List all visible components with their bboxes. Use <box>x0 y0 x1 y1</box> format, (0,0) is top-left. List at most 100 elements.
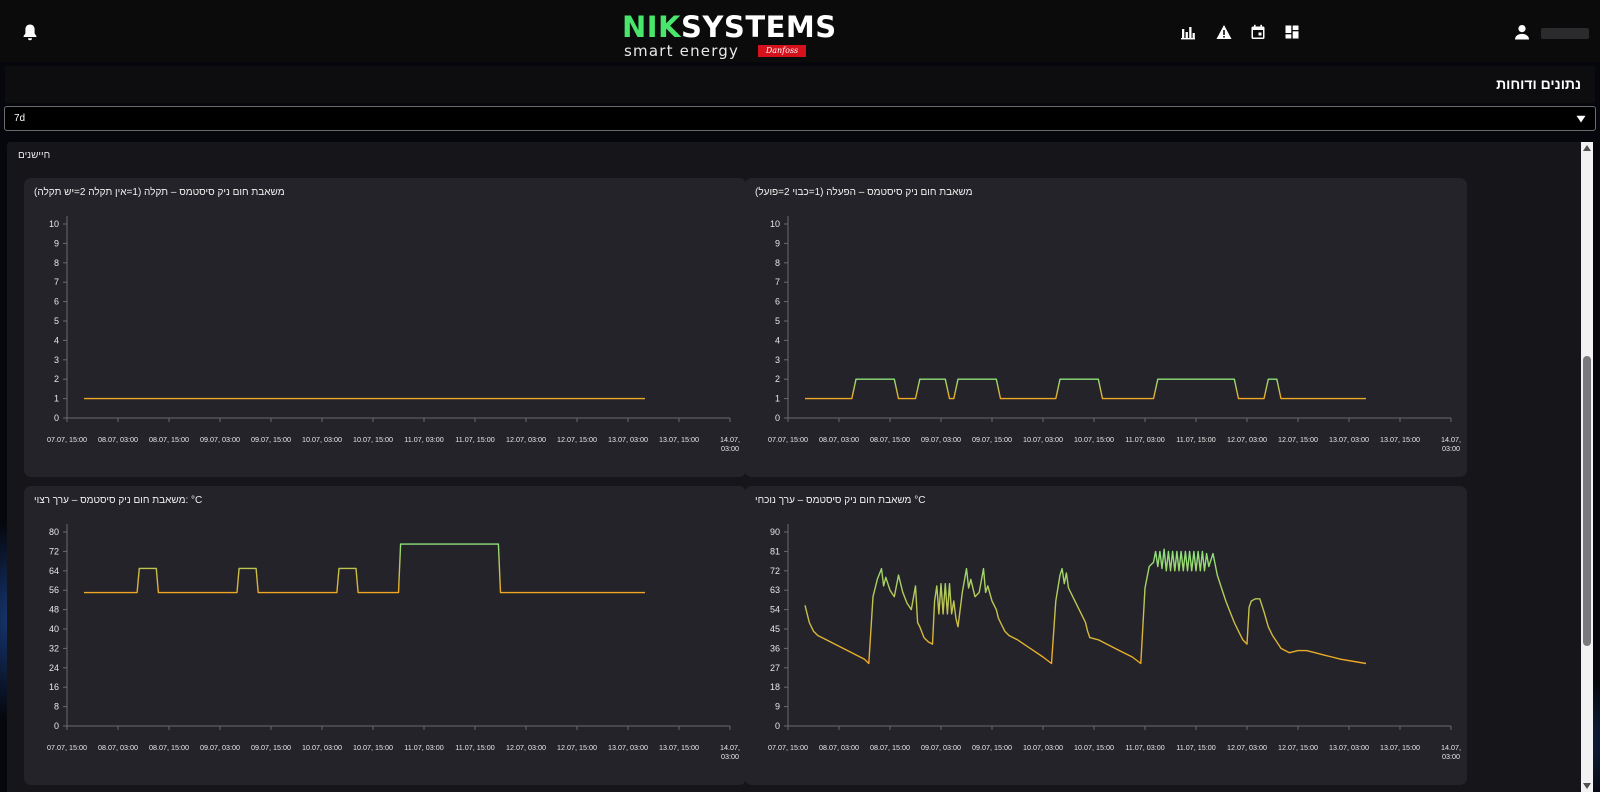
chart-current-temp: 0 9 18 27 36 45 54 63 72 81 90 07.07, 15:00 08.07, 0… <box>768 524 1461 761</box>
chart-fault: 0 1 2 3 4 5 6 7 8 9 10 07.07, 15:00 08.07, 03:00 08.0… <box>47 216 740 453</box>
y-tick-label: 64 <box>49 566 59 576</box>
x-tick-label: 13.07, 15:00 <box>659 435 699 444</box>
x-tick-label: 10.07, 15:00 <box>353 743 393 752</box>
y-tick-label: 27 <box>770 663 780 673</box>
x-tick-label: 08.07, 15:00 <box>149 435 189 444</box>
vertical-scrollbar[interactable] <box>1581 142 1593 792</box>
x-tick-label: 12.07, 15:00 <box>557 743 597 752</box>
bell-icon[interactable] <box>22 23 38 41</box>
y-tick-label: 4 <box>775 335 780 345</box>
y-tick-label: 0 <box>54 721 59 731</box>
x-tick-label: 07.07, 15:00 <box>47 743 87 752</box>
y-tick-label: 3 <box>54 355 59 365</box>
x-tick-label: 11.07, 15:00 <box>455 435 494 444</box>
bar-chart-icon[interactable] <box>1180 24 1196 40</box>
x-tick-label: 07.07, 15:00 <box>768 435 808 444</box>
x-tick-label: 13.07, 15:00 <box>1380 435 1420 444</box>
y-tick-label: 0 <box>54 413 59 423</box>
dashboard-icon[interactable] <box>1284 24 1300 40</box>
x-tick-label: 13.07, 03:00 <box>1329 743 1369 752</box>
x-tick-label: 12.07, 03:00 <box>506 435 546 444</box>
panel-title: חיישנים <box>18 150 51 161</box>
y-tick-label: 5 <box>54 316 59 326</box>
x-tick-label: 09.07, 15:00 <box>251 435 291 444</box>
series-line <box>805 378 1366 400</box>
y-tick-label: 90 <box>770 527 780 537</box>
x-tick-label: 13.07, 03:00 <box>1329 435 1369 444</box>
y-tick-label: 0 <box>775 413 780 423</box>
x-tick-label: 07.07, 15:00 <box>768 743 808 752</box>
partner-logo: Danfoss <box>758 45 806 57</box>
y-tick-label: 10 <box>770 219 780 229</box>
y-tick-label: 18 <box>770 682 780 692</box>
y-tick-label: 1 <box>54 394 59 404</box>
y-tick-label: 9 <box>775 238 780 248</box>
calendar-icon[interactable] <box>1250 24 1266 40</box>
y-tick-label: 9 <box>775 702 780 712</box>
x-tick-label: 09.07, 15:00 <box>972 743 1012 752</box>
time-range-select[interactable]: 7d <box>4 106 1596 131</box>
x-tick-label: 10.07, 15:00 <box>1074 743 1114 752</box>
y-tick-label: 8 <box>54 702 59 712</box>
x-tick-label: 09.07, 15:00 <box>251 743 291 752</box>
x-tick-label: 11.07, 03:00 <box>1125 435 1164 444</box>
x-tick-label: 11.07, 15:00 <box>455 743 494 752</box>
brand-logo[interactable]: NIKSYSTEMS smart energy Danfoss <box>622 10 836 60</box>
x-tick-label: 08.07, 15:00 <box>870 435 910 444</box>
x-tick-label: 08.07, 15:00 <box>149 743 189 752</box>
x-tick-label: 14.07, 03:00 <box>720 743 740 761</box>
x-tick-label: 12.07, 03:00 <box>1227 743 1267 752</box>
y-tick-label: 48 <box>49 605 59 615</box>
x-tick-label: 08.07, 03:00 <box>819 743 859 752</box>
y-tick-label: 72 <box>770 566 780 576</box>
sensors-panel: חיישנים משאבת חום ניק סיסטמס – תקלה (1=א… <box>7 142 1593 792</box>
x-tick-label: 11.07, 03:00 <box>1125 743 1164 752</box>
chart-card-setpoint: משאבת חום ניק סיסטמס – ערך רצוי: °C 0 8 16… <box>24 486 746 785</box>
x-tick-label: 07.07, 15:00 <box>47 435 87 444</box>
y-tick-label: 24 <box>49 663 59 673</box>
y-tick-label: 40 <box>49 624 59 634</box>
series-line <box>804 548 1367 665</box>
scrollbar-thumb[interactable] <box>1583 356 1591 646</box>
user-name[interactable] <box>1541 28 1589 39</box>
scroll-up-icon[interactable] <box>1583 145 1591 151</box>
x-tick-label: 10.07, 03:00 <box>302 435 342 444</box>
y-tick-label: 81 <box>770 546 780 556</box>
chart-title: משאבת חום ניק סיסטמס – תקלה (1=אין תקלה … <box>34 187 285 198</box>
x-tick-label: 14.07, 03:00 <box>1441 435 1461 453</box>
x-tick-label: 10.07, 03:00 <box>302 743 342 752</box>
y-tick-label: 6 <box>54 297 59 307</box>
series-line <box>84 543 645 594</box>
y-tick-label: 16 <box>49 682 59 692</box>
chart-title: משאבת חום ניק סיסטמס – ערך נוכחי °C <box>755 495 926 506</box>
x-tick-label: 13.07, 03:00 <box>608 743 648 752</box>
x-tick-label: 09.07, 03:00 <box>921 435 961 444</box>
y-tick-label: 56 <box>49 585 59 595</box>
x-tick-label: 14.07, 03:00 <box>1441 743 1461 761</box>
y-tick-label: 72 <box>49 546 59 556</box>
y-tick-label: 63 <box>770 585 780 595</box>
y-tick-label: 32 <box>49 643 59 653</box>
y-tick-label: 7 <box>54 277 59 287</box>
x-tick-label: 12.07, 15:00 <box>557 435 597 444</box>
y-tick-label: 36 <box>770 643 780 653</box>
x-tick-label: 11.07, 15:00 <box>1176 435 1215 444</box>
y-tick-label: 7 <box>775 277 780 287</box>
logo-text-primary: NIK <box>622 10 682 44</box>
x-tick-label: 13.07, 15:00 <box>1380 743 1420 752</box>
scroll-down-icon[interactable] <box>1583 783 1591 789</box>
warning-icon[interactable] <box>1216 24 1232 40</box>
y-tick-label: 2 <box>54 374 59 384</box>
user-icon[interactable] <box>1514 24 1530 40</box>
x-tick-label: 09.07, 03:00 <box>200 743 240 752</box>
x-tick-label: 11.07, 03:00 <box>404 435 443 444</box>
x-tick-label: 11.07, 15:00 <box>1176 743 1215 752</box>
x-tick-label: 13.07, 15:00 <box>659 743 699 752</box>
y-tick-label: 45 <box>770 624 780 634</box>
page-title: נתונים ודוחות <box>1496 76 1581 92</box>
x-tick-label: 09.07, 15:00 <box>972 435 1012 444</box>
y-tick-label: 54 <box>770 605 780 615</box>
page-title-bar: נתונים ודוחות <box>5 66 1595 103</box>
logo-text-secondary: SYSTEMS <box>681 10 837 44</box>
y-tick-label: 8 <box>54 258 59 268</box>
